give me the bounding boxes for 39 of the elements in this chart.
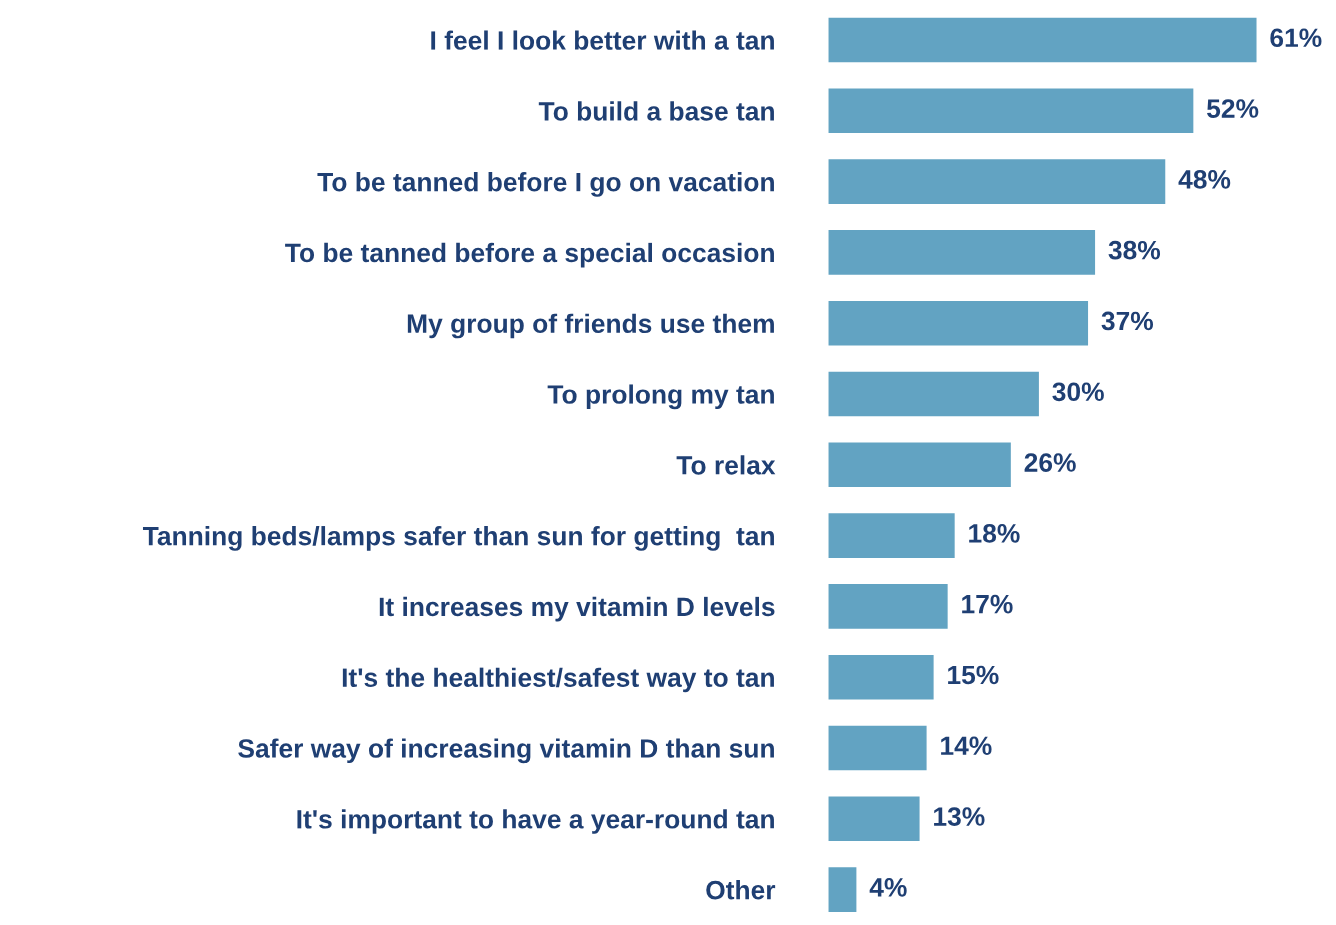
bar [828,88,1194,134]
y-tick-label: My group of friends use them [407,313,774,339]
y-tick-label: Other [706,880,776,900]
data-label: 18% [969,524,1020,543]
bar [828,442,1011,488]
bar [828,230,1096,275]
data-label: 61% [1270,28,1322,48]
y-tick-label: To be tanned before a special occasion [285,242,774,268]
bar [828,300,1089,346]
bar [828,513,955,558]
bar [828,796,920,842]
bar [828,654,934,700]
bar [828,159,1166,204]
data-label: 37% [1101,311,1154,331]
y-tick-label: It increases my vitamin D levels [379,596,775,622]
y-tick-label: To build a base tan [538,101,774,121]
data-label: 14% [941,736,992,756]
y-tick-label: To relax [676,455,776,475]
y-tick-label: Tanning beds/lamps safer than sun for getting tan [142,526,774,551]
data-label: 15% [948,665,999,685]
y-tick-label: I feel I look better with a tan [431,30,774,50]
bar [828,17,1257,63]
data-label: 17% [962,594,1013,614]
data-label: 48% [1178,170,1231,189]
data-label: 26% [1024,453,1076,472]
y-tick-label: It's the healthiest/safest way to tan [342,667,774,693]
bar [828,867,857,912]
data-label: 38% [1108,240,1161,260]
bar [828,371,1039,417]
y-tick-label: To prolong my tan [547,384,774,410]
y-tick-label: Safer way of increasing vitamin D than sun [238,738,774,764]
y-tick-label: It's important to have a year-round tan [297,809,774,834]
data-label: 30% [1052,382,1104,402]
data-label: 4% [869,878,907,897]
data-label: 52% [1207,99,1259,118]
bar [828,584,948,629]
y-tick-label: To be tanned before I go on vacation [317,172,774,197]
bar [828,725,927,771]
data-label: 13% [934,807,985,826]
